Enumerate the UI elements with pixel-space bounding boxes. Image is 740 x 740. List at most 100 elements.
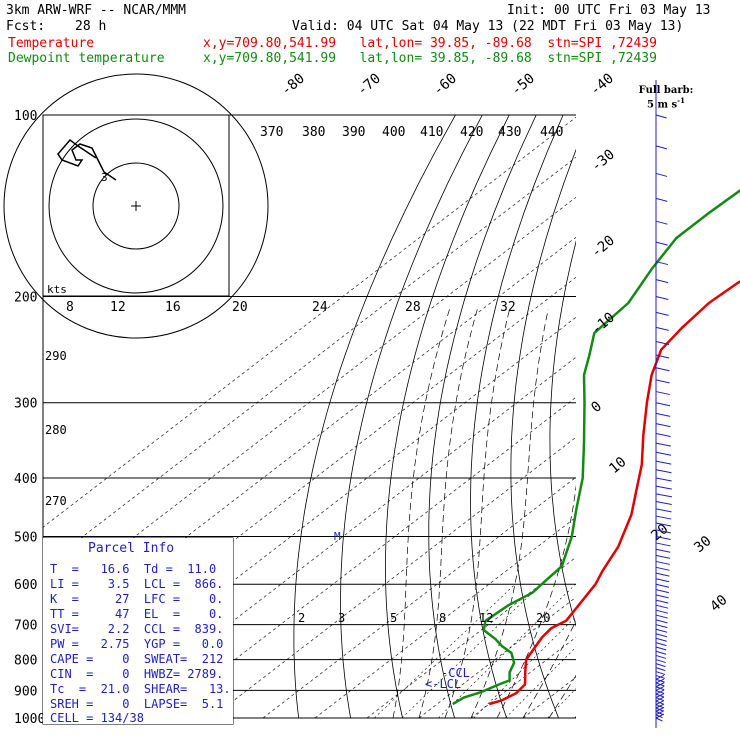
sounding-lines xyxy=(452,189,740,706)
parcel-row: LI = 3.5 LCL = 866. xyxy=(50,577,224,591)
dry-adiabat xyxy=(510,148,576,718)
wind-barb xyxy=(655,402,671,407)
parcel-row: CIN = 0 HWBZ= 2789. xyxy=(50,667,224,681)
wind-barb xyxy=(655,367,670,372)
moist-adiabat xyxy=(496,484,576,718)
wind-barb xyxy=(655,493,673,498)
wind-barb xyxy=(655,485,672,490)
wind-barb xyxy=(655,529,671,534)
init-time: Init: 00 UTC Fri 03 May 13 xyxy=(507,3,711,18)
theta-label: 390 xyxy=(342,125,365,140)
wind-speed-label: 12 xyxy=(110,300,126,315)
wind-barb xyxy=(655,674,665,680)
wind-barb xyxy=(655,172,668,177)
wind-barb xyxy=(655,663,666,668)
forecast-label: Fcst: xyxy=(6,19,46,34)
parcel-row: CAPE = 0 SWEAT= 212 xyxy=(50,652,224,666)
temperature-line xyxy=(488,280,740,706)
parcel-info-title: Parcel Info xyxy=(88,541,175,556)
isotherm-label: 40 xyxy=(707,592,730,615)
grid-clip xyxy=(43,115,740,718)
wind-barb xyxy=(655,614,668,619)
wind-barb xyxy=(655,354,670,359)
isotherm-line xyxy=(158,396,576,718)
wind-barb xyxy=(655,642,667,647)
valid-time: Valid: 04 UTC Sat 04 May 13 (22 MDT Fri … xyxy=(292,19,684,34)
isotherm-label: -10 xyxy=(588,310,618,339)
wind-barb xyxy=(655,279,669,284)
isotherm-label: -80 xyxy=(278,71,308,100)
moist-adiabat xyxy=(470,309,549,718)
barb-legend-line1: Full barb: xyxy=(638,85,694,96)
hodograph-units-label: kts xyxy=(47,283,67,296)
parcel-row: PW = 2.75 YGP = 0.0 xyxy=(50,637,224,651)
wind-barb xyxy=(655,706,665,712)
wind-barb xyxy=(655,654,667,659)
pressure-tick-label: 500 xyxy=(14,530,37,545)
isotherm-line xyxy=(574,716,576,718)
theta-label: 400 xyxy=(382,125,405,140)
moist-adiabat xyxy=(574,715,576,718)
moist-adiabat xyxy=(444,309,510,718)
wind-barb xyxy=(655,650,667,655)
temperature-station-info: x,y=709.80,541.99 lat,lon= 39.85, -89.68… xyxy=(203,36,657,51)
wind-barb xyxy=(655,689,665,695)
wind-barb xyxy=(655,682,665,688)
wind-barb xyxy=(655,391,670,396)
pressure-tick-label: 400 xyxy=(14,472,37,487)
isotherm-line xyxy=(418,596,576,718)
mixing-ratio-label: 12 xyxy=(479,611,493,625)
wind-barb xyxy=(655,717,663,722)
wind-barb xyxy=(655,609,669,614)
isotherm-label: -20 xyxy=(588,233,618,262)
wind-barb xyxy=(655,433,671,438)
isotherm-line xyxy=(366,556,576,718)
theta-label: 290 xyxy=(45,349,67,363)
isotherm-label: -30 xyxy=(588,147,618,176)
wind-speed-label: 16 xyxy=(165,300,181,315)
dry-adiabat xyxy=(660,115,740,718)
wind-barb xyxy=(655,469,672,474)
wind-barb xyxy=(655,671,666,676)
wind-barb xyxy=(655,114,667,119)
barb-legend: Full barb: 5 m s-1 xyxy=(636,86,696,110)
isotherm-line xyxy=(106,356,576,718)
dewpoint-line xyxy=(452,189,740,706)
hodograph-ring xyxy=(48,118,224,294)
dewpoint-legend: Dewpoint temperature xyxy=(8,51,165,66)
isotherm-line xyxy=(522,676,576,718)
parcel-row: CELL = 134/38 xyxy=(50,711,144,725)
pressure-tick-label: 800 xyxy=(14,654,37,669)
wind-barb xyxy=(655,589,669,594)
theta-label: 440 xyxy=(540,125,563,140)
parcel-row: TT = 47 EL = 0. xyxy=(50,607,224,621)
temperature-legend: Temperature xyxy=(8,36,95,51)
lcl-label: <-LCL xyxy=(425,677,461,691)
mixing-ratio-label: 3 xyxy=(338,611,345,625)
wind-barb xyxy=(655,145,668,150)
parcel-info-panel xyxy=(43,538,233,724)
moist-adiabat xyxy=(601,309,740,718)
wind-barb xyxy=(655,501,672,506)
ccl-label: -CCL xyxy=(441,666,470,680)
dewpoint-station-info: x,y=709.80,541.99 lat,lon= 39.85, -89.68… xyxy=(203,51,657,66)
isotherm-label: 10 xyxy=(606,454,629,477)
dry-adiabat xyxy=(340,115,483,718)
wind-speed-label: 24 xyxy=(312,300,328,315)
mixing-ratio-label: 2 xyxy=(298,611,305,625)
isotherm-line xyxy=(679,115,740,718)
wind-barb xyxy=(655,560,670,565)
wind-barb xyxy=(655,460,672,465)
wind-barb xyxy=(655,713,665,719)
wind-barb xyxy=(655,542,671,547)
wind-barb xyxy=(655,326,669,331)
wind-barb xyxy=(655,261,669,266)
wind-barb xyxy=(655,619,668,624)
pressure-tick-label: 100 xyxy=(14,109,37,124)
moist-adiabat xyxy=(418,309,478,718)
wind-barb xyxy=(655,594,669,599)
isotherm-line xyxy=(43,116,576,528)
wind-barbs xyxy=(655,80,673,728)
wind-barb xyxy=(655,678,665,684)
wind-barb xyxy=(655,477,672,482)
